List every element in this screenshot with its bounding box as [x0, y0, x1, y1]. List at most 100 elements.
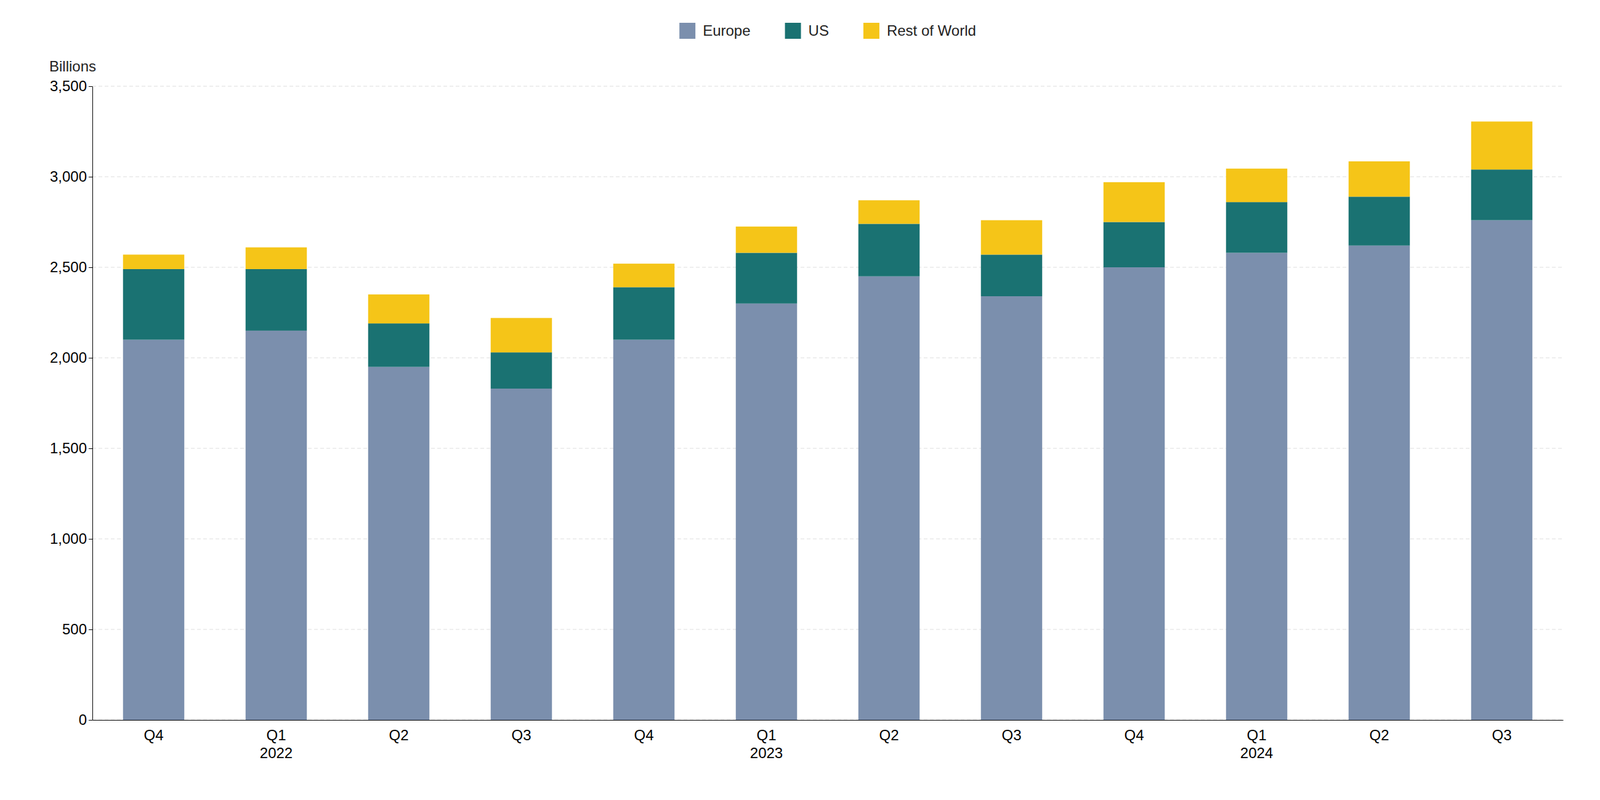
- bar: [1226, 168, 1288, 203]
- bar: [368, 294, 430, 324]
- x-tick-label-line: Q2: [1369, 726, 1389, 744]
- bar: [123, 339, 185, 720]
- bar: [1103, 222, 1166, 268]
- grid-line: [92, 719, 1564, 721]
- x-tick: Q2: [1369, 726, 1389, 744]
- x-tick-label: Q4: [143, 726, 164, 744]
- bar: [858, 200, 921, 224]
- x-axis-line: [92, 719, 1564, 721]
- grid-line: [92, 267, 1564, 268]
- bar: [613, 286, 675, 340]
- y-tick: 3,500: [49, 77, 93, 95]
- y-tick: 0: [78, 711, 93, 728]
- x-tick: Q2: [388, 726, 409, 744]
- x-tick: Q3: [1491, 726, 1512, 744]
- series: [123, 220, 1533, 720]
- legend-label: US: [808, 22, 829, 39]
- bar: [490, 317, 553, 353]
- x-tick-label-line: Q4: [143, 726, 164, 744]
- bar: [1226, 202, 1288, 253]
- x-axis: Q4Q12022Q2Q3Q4Q12023Q2Q3Q4Q12024Q2Q3: [92, 720, 1564, 762]
- x-tick-label-line: Q3: [1491, 726, 1512, 744]
- legend-item: Europe: [679, 22, 751, 39]
- bar: [981, 296, 1043, 720]
- y-tick-mark: [88, 629, 93, 631]
- bar: [245, 330, 308, 720]
- bar: [1348, 245, 1411, 720]
- x-tick-label: Q2: [878, 726, 899, 744]
- x-tick-label-line: Q1: [1246, 726, 1267, 744]
- bar: [1471, 121, 1533, 170]
- bar: [245, 269, 308, 331]
- y-tick-mark: [88, 719, 93, 721]
- y-tick: 2,500: [49, 258, 93, 276]
- x-tick-label-line: 2024: [1240, 744, 1273, 762]
- x-tick-label: Q12022: [259, 726, 293, 762]
- bar: [613, 263, 675, 287]
- x-tick: Q12022: [259, 726, 293, 762]
- bar: [368, 367, 430, 720]
- bar: [735, 252, 798, 304]
- y-axis-title: Billions: [49, 57, 97, 75]
- bar: [858, 223, 921, 276]
- bar: [1348, 161, 1411, 197]
- x-tick-label-line: Q1: [266, 726, 286, 744]
- x-tick-label-line: Q4: [1123, 726, 1144, 744]
- grid-line: [92, 538, 1564, 540]
- grid-line: [92, 448, 1564, 449]
- x-tick-label: Q12024: [1240, 726, 1273, 762]
- legend-swatch: [863, 22, 880, 39]
- bar: [245, 247, 308, 270]
- bar: [490, 352, 553, 389]
- y-tick-mark: [88, 357, 93, 359]
- x-tick-label-line: Q2: [878, 726, 899, 744]
- x-tick: Q4: [143, 726, 164, 744]
- x-tick-label: Q3: [511, 726, 531, 744]
- legend-swatch: [785, 22, 802, 39]
- bar: [981, 220, 1043, 255]
- bar: [858, 276, 921, 720]
- bar: [1348, 196, 1411, 246]
- x-tick-label: Q2: [388, 726, 409, 744]
- bars: [123, 121, 1533, 720]
- x-tick: Q3: [1001, 726, 1022, 744]
- y-tick: 3,000: [49, 168, 93, 185]
- legend-swatch: [679, 22, 696, 39]
- bar: [981, 254, 1043, 297]
- legend-item: US: [785, 22, 829, 39]
- x-tick-label: Q2: [1369, 726, 1389, 744]
- bar: [123, 269, 185, 340]
- bar: [1103, 267, 1166, 720]
- y-tick-label: 1,500: [49, 439, 87, 457]
- grid-line: [92, 629, 1564, 631]
- bar: [735, 303, 798, 720]
- y-tick-mark: [88, 176, 93, 178]
- bar: [1471, 220, 1533, 720]
- bar: [368, 323, 430, 368]
- x-tick-label: Q12023: [750, 726, 783, 762]
- grid: [92, 86, 1564, 720]
- legend: Europe US Rest of World: [679, 22, 977, 39]
- legend-label: Europe: [702, 22, 751, 39]
- y-tick-mark: [88, 267, 93, 268]
- bar: [735, 226, 798, 254]
- y-tick: 1,000: [49, 530, 93, 547]
- y-tick-label: 2,000: [49, 349, 87, 366]
- x-tick-label-line: 2022: [259, 744, 293, 762]
- x-tick-label: Q4: [1123, 726, 1144, 744]
- x-tick: Q4: [633, 726, 654, 744]
- y-tick: 1,500: [49, 439, 93, 457]
- y-axis: 0 500 1,000 1,500 2,000 2,500 3,000 3,500: [49, 77, 93, 728]
- bar: [490, 388, 553, 720]
- legend-item: Rest of World: [863, 22, 977, 39]
- y-tick-label: 1,000: [49, 530, 87, 547]
- plot: 05001,0001,5002,0002,5003,0003,500Q4Q120…: [49, 77, 1564, 762]
- x-tick-label-line: Q2: [388, 726, 409, 744]
- x-tick: Q4: [1123, 726, 1144, 744]
- x-tick: Q2: [878, 726, 899, 744]
- bar: [1103, 182, 1166, 223]
- y-tick-label: 3,500: [49, 77, 87, 95]
- x-tick-label: Q3: [1001, 726, 1022, 744]
- y-tick-label: 500: [62, 620, 87, 638]
- bar: [613, 339, 675, 720]
